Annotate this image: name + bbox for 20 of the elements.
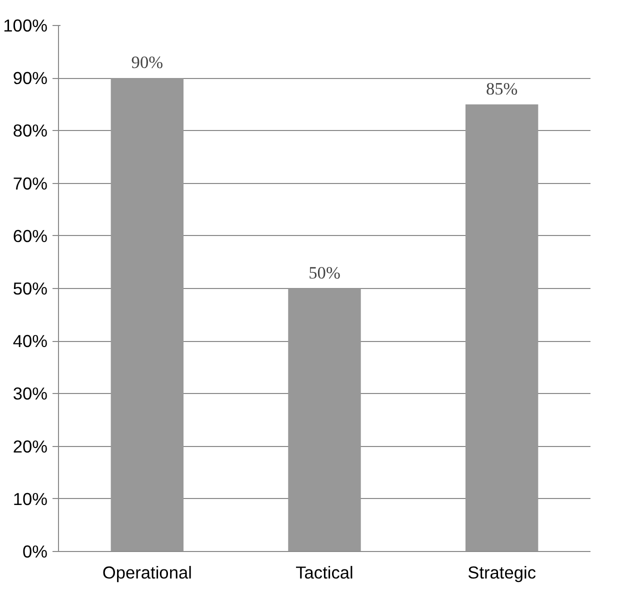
x-tick-label: Operational	[102, 562, 192, 582]
bar	[110, 78, 184, 552]
x-tick-label: Tactical	[296, 562, 354, 582]
x-tick-label: Strategic	[468, 562, 536, 582]
y-tick-label: 20%	[12, 436, 48, 456]
bar	[288, 288, 361, 552]
y-tick-label: 60%	[12, 226, 48, 246]
data-label: 50%	[308, 264, 340, 282]
bar	[465, 104, 538, 552]
y-tick-label: 90%	[12, 68, 48, 88]
y-tick-label: 50%	[12, 278, 48, 298]
y-tick-label: 10%	[12, 488, 48, 509]
y-tick-label: 70%	[12, 173, 48, 194]
data-label: 85%	[486, 79, 518, 98]
data-label: 90%	[131, 53, 164, 72]
y-tick-label: 40%	[12, 331, 48, 352]
y-tick-label: 0%	[22, 542, 48, 562]
y-tick-label: 80%	[12, 120, 48, 141]
y-tick-label: 30%	[12, 384, 48, 404]
y-tick-label: 100%	[3, 16, 48, 36]
